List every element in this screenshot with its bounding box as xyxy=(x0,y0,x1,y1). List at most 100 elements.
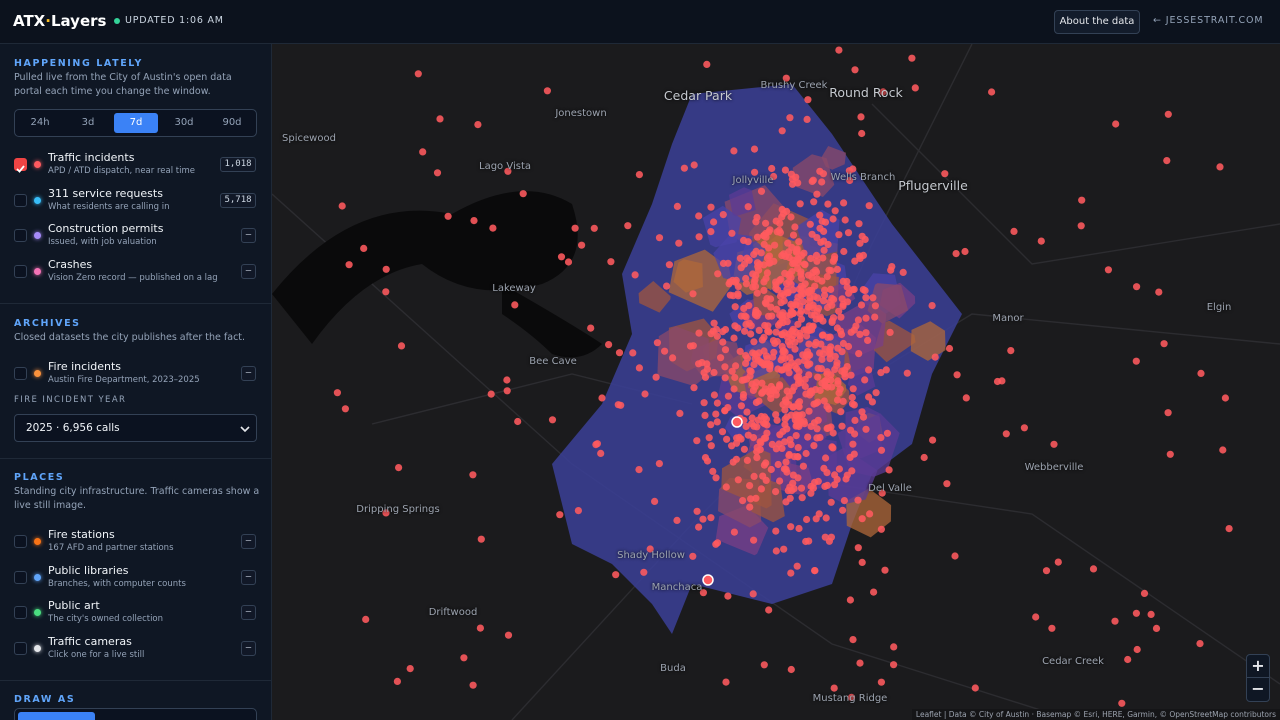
layer-checkbox[interactable] xyxy=(14,229,27,242)
incident-dot xyxy=(770,257,778,265)
layer-checkbox[interactable] xyxy=(14,641,27,655)
incident-dot xyxy=(797,274,806,282)
incident-dot xyxy=(806,294,814,302)
section-title: DRAW AS xyxy=(14,694,76,705)
map-label: Bee Cave xyxy=(529,356,577,367)
incident-dot xyxy=(742,359,750,367)
incident-dot xyxy=(825,350,834,358)
incident-dot xyxy=(746,482,754,490)
layer-checkbox[interactable] xyxy=(14,264,27,278)
incident-dot xyxy=(701,373,710,381)
incident-dot xyxy=(787,441,795,449)
selected-dot[interactable] xyxy=(731,416,743,428)
year-select[interactable]: 2025 · 6,956 calls xyxy=(14,414,257,442)
incident-dot xyxy=(830,684,838,692)
incident-dot xyxy=(1221,394,1229,402)
incident-dot xyxy=(786,341,794,349)
incident-dot xyxy=(707,228,715,236)
incident-dot xyxy=(1048,624,1056,632)
incident-dot xyxy=(397,342,406,350)
incident-dot xyxy=(772,411,780,419)
layer-checkbox[interactable] xyxy=(14,535,27,548)
incident-dot xyxy=(794,444,802,452)
incident-dot xyxy=(845,167,854,175)
layer-checkbox[interactable] xyxy=(14,158,27,173)
incident-dot xyxy=(732,439,741,447)
incident-dot xyxy=(1155,288,1163,296)
layer-checkbox[interactable] xyxy=(14,193,27,207)
zoom-out[interactable]: − xyxy=(1251,679,1265,698)
layer-count: – xyxy=(241,366,256,381)
incident-dot xyxy=(760,240,768,248)
incident-dot xyxy=(841,366,849,374)
map-label: Driftwood xyxy=(428,607,478,618)
layer-name[interactable]: Traffic incidents xyxy=(48,151,135,164)
window-tab[interactable]: 3d xyxy=(81,117,95,128)
incident-dot xyxy=(703,457,712,465)
map-label: Lakeway xyxy=(492,283,536,294)
incident-dot xyxy=(797,315,806,323)
layer-name[interactable]: Construction permits xyxy=(48,222,164,235)
incident-dot xyxy=(767,394,775,402)
author-link[interactable]: ← JESSESTRAIT.COM xyxy=(1153,15,1264,26)
incident-dot xyxy=(740,376,748,384)
incident-dot xyxy=(713,332,721,340)
layer-name[interactable]: Fire stations xyxy=(48,528,115,541)
map-label: Cedar Park xyxy=(663,88,733,103)
layer-checkbox[interactable] xyxy=(14,570,27,584)
incident-dot xyxy=(1111,617,1119,625)
incident-dot xyxy=(827,423,835,431)
incident-dot xyxy=(721,363,729,371)
layer-name[interactable]: Public art xyxy=(48,599,100,612)
incident-dot xyxy=(861,235,869,244)
incident-dot xyxy=(713,418,721,426)
layer-name[interactable]: Public libraries xyxy=(48,563,129,577)
incident-dot xyxy=(881,566,889,574)
incident-dot xyxy=(760,232,768,240)
window-tab[interactable]: 24h xyxy=(30,117,50,128)
incident-dot xyxy=(788,267,796,276)
layer-name[interactable]: 311 service requests xyxy=(48,186,163,200)
section-description: Pulled live from the City of Austin's op… xyxy=(14,72,232,97)
layer-name[interactable]: Crashes xyxy=(48,257,93,271)
draw-mode-tab[interactable] xyxy=(18,712,95,720)
about-button[interactable]: About the data xyxy=(1054,10,1140,34)
incident-dot xyxy=(655,460,663,468)
incident-dot xyxy=(835,465,844,473)
layer-name[interactable]: Fire incidents xyxy=(48,360,122,373)
incident-dot xyxy=(829,444,837,452)
incident-dot xyxy=(663,282,671,290)
incident-dot xyxy=(828,317,836,325)
layer-description: Issued, with job valuation xyxy=(48,237,157,247)
incident-dot xyxy=(768,164,776,173)
incident-dot xyxy=(911,84,919,92)
layer-checkbox[interactable] xyxy=(14,606,27,619)
selected-dot[interactable] xyxy=(702,574,714,586)
section-description: Standing city infrastructure. Traffic ca… xyxy=(14,486,260,511)
incident-dot xyxy=(777,299,785,307)
incident-dot xyxy=(470,217,478,225)
year-label: FIRE INCIDENT YEAR xyxy=(14,395,127,405)
status-dot xyxy=(114,18,120,24)
incident-dot xyxy=(607,258,615,266)
layer-checkbox[interactable] xyxy=(14,367,27,380)
tract xyxy=(910,321,946,361)
window-tab[interactable]: 30d xyxy=(174,117,194,128)
incident-dot xyxy=(752,306,760,315)
incident-dot xyxy=(809,484,818,492)
incident-dot xyxy=(750,145,759,153)
layer-name[interactable]: Traffic cameras xyxy=(48,634,132,648)
zoom-in[interactable]: + xyxy=(1247,655,1269,678)
tract xyxy=(657,326,710,387)
window-tab[interactable]: 7d xyxy=(114,113,158,133)
incident-dot xyxy=(804,433,812,441)
incident-dot xyxy=(736,347,744,355)
map-label: Del Valle xyxy=(868,483,912,494)
incident-dot xyxy=(742,274,750,283)
window-tab[interactable]: 90d xyxy=(222,117,242,128)
incident-dot xyxy=(765,328,773,336)
incident-dot xyxy=(804,351,812,359)
incident-dot xyxy=(741,327,749,335)
incident-dot xyxy=(782,74,790,82)
incident-dot xyxy=(776,381,784,389)
